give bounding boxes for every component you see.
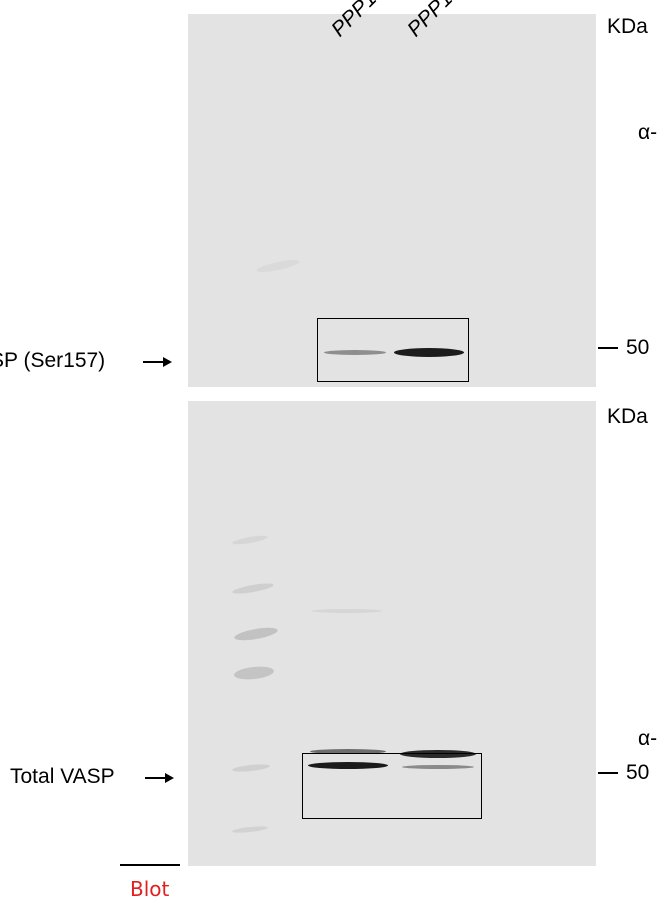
top-highlight-box xyxy=(317,318,469,382)
ladder-band-2 xyxy=(231,581,275,596)
top-ladder-band xyxy=(255,257,301,275)
bottom-blot-panel xyxy=(188,401,596,866)
bottom-band-lane-1-upper xyxy=(310,749,386,754)
bottom-highlight-box xyxy=(302,753,482,819)
bottom-marker-tick xyxy=(598,772,618,774)
top-antibody-label: α- xyxy=(638,121,658,144)
bottom-antibody-label: α- xyxy=(638,727,658,750)
bottom-band-lane-2-upper xyxy=(400,750,476,758)
bottom-marker-50: 50 xyxy=(626,761,650,784)
top-blot-panel xyxy=(188,14,596,387)
blot-underline xyxy=(120,864,180,866)
top-marker-50: 50 xyxy=(626,336,650,359)
top-band-lane-1 xyxy=(324,350,386,355)
faint-band xyxy=(312,609,382,613)
bottom-band-lane-2-lower xyxy=(402,765,474,769)
ladder-band-4 xyxy=(233,664,275,682)
ladder-band-5 xyxy=(231,763,271,773)
blot-label: Blot xyxy=(130,877,170,901)
ladder-band-3 xyxy=(233,625,279,643)
top-marker-tick xyxy=(598,347,618,349)
bottom-band-label: Total VASP xyxy=(10,765,115,788)
top-band-lane-2 xyxy=(394,348,464,357)
bottom-kda-label: KDa xyxy=(607,405,648,428)
ladder-band-1 xyxy=(231,533,269,547)
bottom-band-lane-1-lower xyxy=(308,762,388,769)
ladder-band-6 xyxy=(231,825,269,834)
bottom-arrow-icon xyxy=(145,773,174,783)
top-kda-label: KDa xyxy=(607,15,648,38)
top-band-label: SP (Ser157) xyxy=(0,349,106,372)
top-arrow-icon xyxy=(143,357,172,367)
